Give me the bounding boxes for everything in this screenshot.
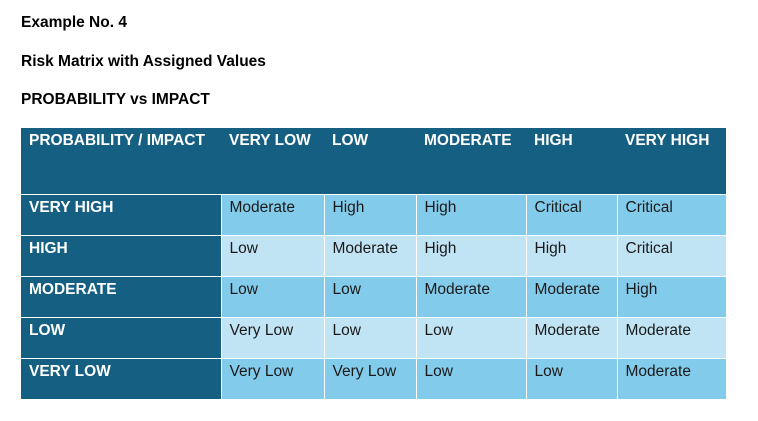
row-header: HIGH: [21, 235, 221, 277]
table-cell: Low: [220, 276, 324, 318]
row-header: MODERATE: [21, 276, 221, 318]
table-cell: Moderate: [323, 235, 416, 277]
table-cell: Low: [415, 358, 526, 399]
column-header: VERY HIGH: [617, 128, 726, 195]
table-cell: Critical: [525, 194, 617, 236]
column-header: LOW: [324, 128, 416, 195]
example-heading: Example No. 4: [21, 14, 127, 31]
table-cell: Low: [323, 276, 416, 318]
document-subtitle: PROBABILITY vs IMPACT: [21, 91, 210, 108]
table-cell: Very Low: [220, 317, 324, 359]
corner-header: PROBABILITY / IMPACT: [21, 128, 221, 195]
table-cell: High: [525, 235, 617, 277]
table-cell: High: [415, 194, 526, 236]
table-cell: Low: [220, 235, 324, 277]
table-cell: Moderate: [525, 276, 617, 318]
table-cell: Moderate: [616, 358, 726, 399]
table-cell: High: [415, 235, 526, 277]
table-cell: Critical: [616, 235, 726, 277]
table-cell: Moderate: [616, 317, 726, 359]
table-cell: Very Low: [323, 358, 416, 399]
row-header: VERY HIGH: [21, 194, 221, 236]
table-cell: Moderate: [220, 194, 324, 236]
table-header-row: PROBABILITY / IMPACT VERY LOW LOW MODERA…: [21, 128, 726, 195]
row-header: VERY LOW: [21, 358, 221, 399]
table-row: VERY HIGH Moderate High High Critical Cr…: [21, 194, 726, 236]
document-title: Risk Matrix with Assigned Values: [21, 53, 266, 70]
table-cell: Low: [415, 317, 526, 359]
column-header: MODERATE: [416, 128, 526, 195]
table-cell: Very Low: [220, 358, 324, 399]
table-cell: Moderate: [415, 276, 526, 318]
column-header: VERY LOW: [221, 128, 324, 195]
column-header: HIGH: [526, 128, 617, 195]
table-cell: Low: [525, 358, 617, 399]
row-header: LOW: [21, 317, 221, 359]
table-cell: High: [323, 194, 416, 236]
table-cell: High: [616, 276, 726, 318]
table-row: LOW Very Low Low Low Moderate Moderate: [21, 317, 726, 359]
table-cell: Moderate: [525, 317, 617, 359]
risk-matrix-table: PROBABILITY / IMPACT VERY LOW LOW MODERA…: [21, 128, 726, 399]
table-row: HIGH Low Moderate High High Critical: [21, 235, 726, 277]
table-row: VERY LOW Very Low Very Low Low Low Moder…: [21, 358, 726, 399]
table-cell: Critical: [616, 194, 726, 236]
table-row: MODERATE Low Low Moderate Moderate High: [21, 276, 726, 318]
table-cell: Low: [323, 317, 416, 359]
